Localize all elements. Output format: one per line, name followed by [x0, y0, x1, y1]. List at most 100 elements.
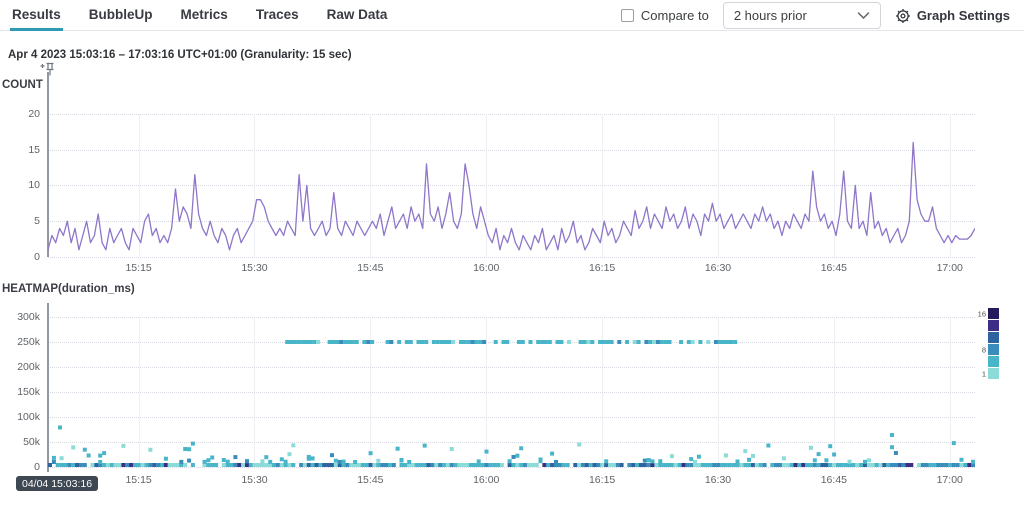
heatmap-cell: [476, 459, 481, 464]
graph-settings-button[interactable]: Graph Settings: [895, 8, 1010, 24]
heatmap-cell: [592, 463, 597, 467]
heatmap-cell: [449, 463, 454, 467]
heatmap-cell: [472, 463, 477, 467]
heatmap-cell: [333, 458, 338, 463]
heatmap-cell: [476, 463, 481, 467]
heatmap-cell: [63, 463, 68, 467]
heatmap-cell: [312, 340, 317, 344]
heatmap-cell: [951, 463, 956, 467]
heatmap-cell: [693, 460, 697, 464]
legend-swatch: [988, 320, 999, 331]
count-line-chart[interactable]: [48, 95, 975, 262]
heatmap-cell: [327, 340, 332, 344]
heatmap-cell: [331, 340, 336, 344]
heatmap-cell: [333, 463, 338, 467]
heatmap-cell: [98, 453, 103, 458]
heatmap-cell: [886, 463, 891, 467]
heatmap-cell: [51, 455, 56, 460]
heatmap-gridline: [48, 317, 975, 318]
heatmap-cell: [601, 340, 606, 344]
heatmap-cell: [113, 463, 118, 467]
heatmap-cell: [167, 463, 172, 467]
heatmap-cell: [832, 463, 837, 467]
heatmap-gridline: [48, 367, 975, 368]
heatmap-cell: [611, 463, 616, 467]
heatmap-cell: [642, 463, 647, 467]
tab-results[interactable]: Results: [10, 0, 63, 31]
heatmap-cell: [148, 463, 153, 467]
tab-bubbleup[interactable]: BubbleUp: [88, 7, 153, 22]
heatmap-cell: [337, 463, 342, 467]
heatmap-cell: [758, 463, 763, 467]
heatmap-cell: [893, 463, 898, 467]
heatmap-cell: [457, 463, 462, 467]
heatmap-cell: [152, 463, 157, 467]
count-series-line: [48, 141, 975, 251]
heatmap-cell: [225, 463, 230, 467]
heatmap-cell: [543, 340, 548, 344]
heatmap-cell: [179, 463, 184, 467]
heatmap-cell: [619, 463, 624, 467]
heatmap-cell: [304, 340, 309, 344]
heatmap-cell: [136, 463, 141, 467]
heatmap-cell: [221, 463, 226, 467]
heatmap-cell: [283, 459, 288, 464]
heatmap-cell: [391, 463, 396, 467]
heatmap-cell: [105, 463, 110, 467]
heatmap-cell: [550, 451, 555, 456]
heatmap-cell: [959, 457, 964, 462]
heatmap-cell: [727, 463, 732, 467]
heatmap-cell: [245, 459, 249, 464]
heatmap-cell: [677, 463, 682, 467]
heatmap-cell: [662, 463, 667, 467]
heatmap-cell: [598, 340, 602, 344]
heatmap-cell: [648, 340, 653, 344]
compare-period-select[interactable]: 2 hours prior: [722, 2, 881, 29]
heatmap-cell: [706, 340, 711, 344]
heatmap-cell: [582, 340, 587, 344]
heatmap-cell: [586, 340, 591, 344]
heatmap-cell: [416, 340, 421, 344]
compare-to-checkbox[interactable]: [620, 9, 634, 22]
heatmap-cell: [71, 445, 76, 450]
heatmap-cell: [617, 340, 622, 344]
heatmap-cell: [650, 463, 655, 467]
heatmap-cell: [316, 340, 321, 344]
count-vertical-gridline: [370, 114, 372, 257]
heatmap-cell: [310, 463, 315, 467]
heatmap-x-tick-label: 17:00: [936, 474, 963, 486]
heatmap-cell: [368, 451, 373, 456]
heatmap-cell: [183, 463, 188, 467]
heatmap-cell: [704, 463, 709, 467]
heatmap-cell: [260, 463, 265, 467]
heatmap-cell: [337, 459, 342, 464]
tab-traces[interactable]: Traces: [255, 7, 299, 22]
heatmap-cell: [625, 340, 630, 344]
heatmap-cell: [608, 463, 613, 467]
heatmap-cell: [712, 463, 717, 467]
heatmap-cell: [279, 457, 284, 462]
heatmap-cell: [963, 463, 968, 467]
heatmap-cell: [326, 463, 331, 467]
heatmap-cell: [148, 447, 153, 452]
heatmap-cell: [488, 463, 493, 467]
duration-heatmap-chart[interactable]: [48, 310, 975, 472]
heatmap-cell: [567, 340, 572, 344]
tab-raw-data[interactable]: Raw Data: [326, 7, 388, 22]
heatmap-cell: [287, 452, 292, 457]
pin-axis-icon[interactable]: [38, 61, 56, 79]
heatmap-cell: [206, 463, 211, 467]
heatmap-cell: [98, 460, 103, 464]
heatmap-cell: [190, 441, 195, 446]
heatmap-cell: [565, 463, 570, 467]
tab-metrics[interactable]: Metrics: [180, 7, 228, 22]
heatmap-cell: [121, 443, 126, 448]
heatmap-cell: [577, 463, 582, 467]
heatmap-cell: [443, 340, 448, 344]
heatmap-cell: [163, 463, 168, 467]
heatmap-cell: [163, 456, 168, 461]
heatmap-cell: [357, 463, 361, 467]
heatmap-cell: [686, 340, 691, 344]
heatmap-cell: [71, 463, 76, 467]
heatmap-cell: [824, 458, 829, 463]
